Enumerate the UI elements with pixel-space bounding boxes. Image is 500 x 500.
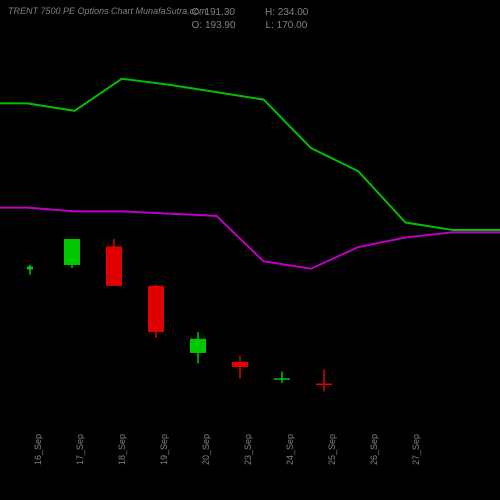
ohlc-box: C: 191.30 H: 234.00 O: 193.90 L: 170.00: [192, 6, 309, 32]
x-axis-label: 27_Sep: [411, 434, 421, 465]
candle-body: [232, 362, 248, 367]
chart-title: TRENT 7500 PE Options Chart MunafaSutra.…: [8, 6, 207, 16]
x-axis-label: 19_Sep: [159, 434, 169, 465]
candle-body: [64, 239, 80, 265]
x-axis-label: 23_Sep: [243, 434, 253, 465]
candlestick-chart: [0, 40, 500, 420]
x-axis-label: 25_Sep: [327, 434, 337, 465]
ohlc-high: H: 234.00: [265, 6, 308, 19]
band-line: [0, 79, 500, 230]
ohlc-low: L: 170.00: [266, 19, 308, 32]
x-axis-label: 16_Sep: [33, 434, 43, 465]
x-axis-label: 20_Sep: [201, 434, 211, 465]
candle-body: [316, 383, 332, 384]
candle-body: [27, 267, 33, 270]
ohlc-open: O: 193.90: [192, 19, 236, 32]
x-axis-label: 24_Sep: [285, 434, 295, 465]
x-axis-label: 17_Sep: [75, 434, 85, 465]
candle-body: [190, 339, 206, 353]
x-axis-label: 18_Sep: [117, 434, 127, 465]
candle-body: [148, 286, 164, 332]
x-axis-label: 26_Sep: [369, 434, 379, 465]
candle-body: [106, 246, 122, 285]
ohlc-close: C: 191.30: [192, 6, 235, 19]
x-axis: 16_Sep 17_Sep 18_Sep 19_Sep 20_Sep 23_Sep 24_S…: [0, 425, 500, 495]
candle-body: [274, 378, 290, 379]
